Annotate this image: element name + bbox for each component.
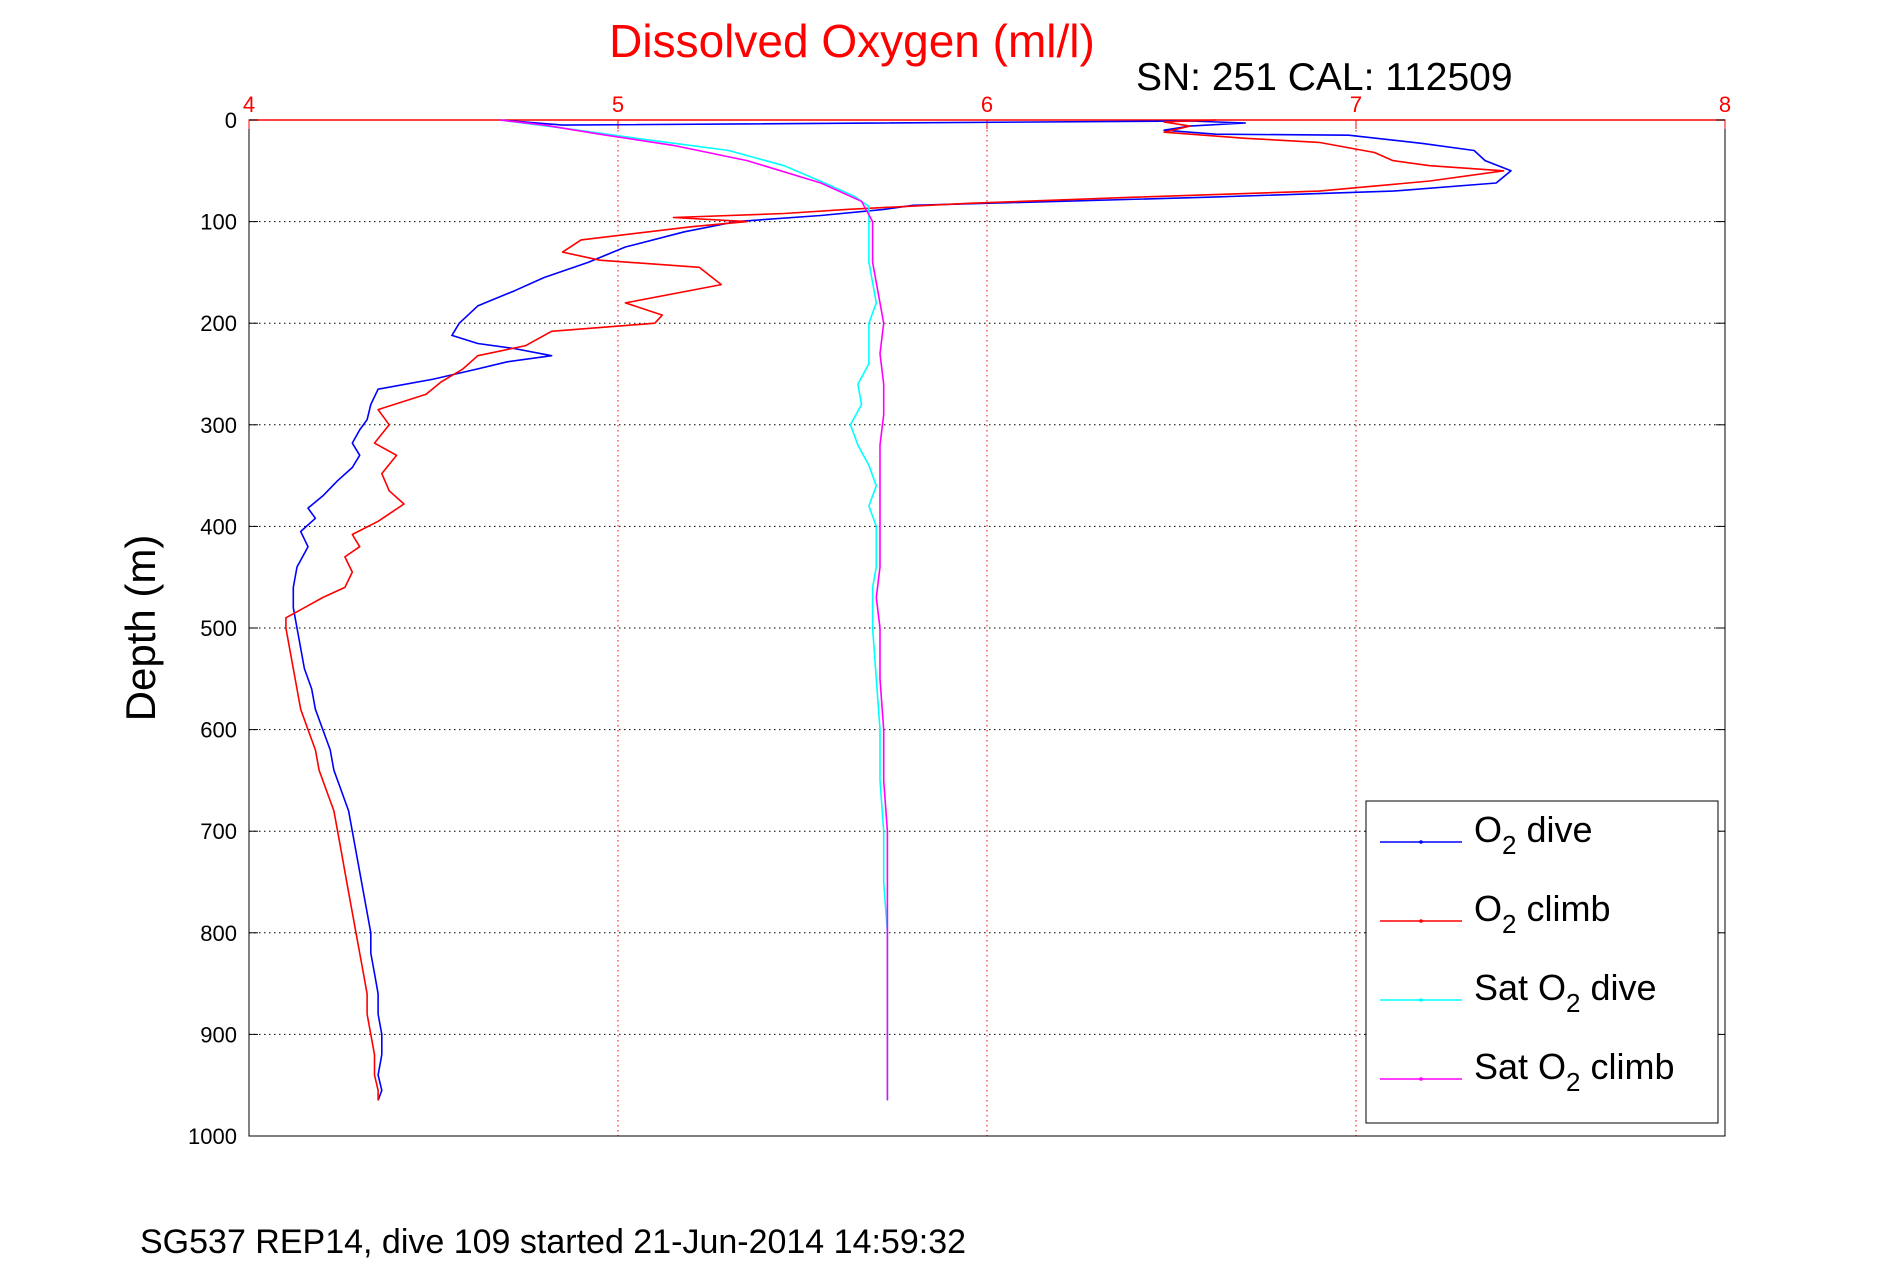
- chart-title: Dissolved Oxygen (ml/l): [609, 15, 1095, 67]
- legend-marker: [1419, 840, 1423, 844]
- y-tick-label: 900: [200, 1022, 237, 1047]
- y-tick-label: 700: [200, 819, 237, 844]
- y-tick-label: 600: [200, 718, 237, 743]
- y-tick-label: 300: [200, 413, 237, 438]
- legend-marker: [1419, 998, 1423, 1002]
- legend-box: [1365, 800, 1719, 1124]
- x-tick-label: 7: [1350, 92, 1362, 117]
- x-tick-label: 6: [981, 92, 993, 117]
- series-line-3: [499, 119, 889, 1101]
- legend-label: O2 climb: [1474, 888, 1611, 939]
- chart-subtitle: SN: 251 CAL: 112509: [1136, 56, 1513, 99]
- y-tick-label: 0: [225, 108, 237, 133]
- x-tick-label: 8: [1719, 92, 1731, 117]
- legend-label: O2 dive: [1474, 809, 1593, 860]
- y-tick-label: 1000: [188, 1124, 237, 1149]
- legend-marker: [1419, 1077, 1423, 1081]
- legend-marker: [1419, 919, 1423, 923]
- x-tick-label: 5: [612, 92, 624, 117]
- y-tick-label: 400: [200, 514, 237, 539]
- y-tick-label: 200: [200, 311, 237, 336]
- legend-label: Sat O2 dive: [1474, 967, 1657, 1018]
- y-tick-label: 800: [200, 921, 237, 946]
- x-tick-label: 4: [243, 92, 255, 117]
- axis-ticks: 4 5 6 7 8 0 100 200 300 400 500 600 700 800 900 1000: [188, 92, 1731, 1149]
- y-axis-label: Depth (m): [117, 535, 164, 722]
- data-series: [285, 119, 1512, 1101]
- footer-caption: SG537 REP14, dive 109 started 21-Jun-201…: [140, 1223, 966, 1261]
- y-tick-label: 100: [200, 210, 237, 235]
- y-tick-label: 500: [200, 616, 237, 641]
- series-line-1: [285, 119, 1505, 1101]
- series-line-0: [292, 119, 1512, 1101]
- legend: O2 dive O2 climb Sat O2 dive Sat O2 climb: [1365, 800, 1719, 1124]
- legend-label: Sat O2 climb: [1474, 1046, 1675, 1097]
